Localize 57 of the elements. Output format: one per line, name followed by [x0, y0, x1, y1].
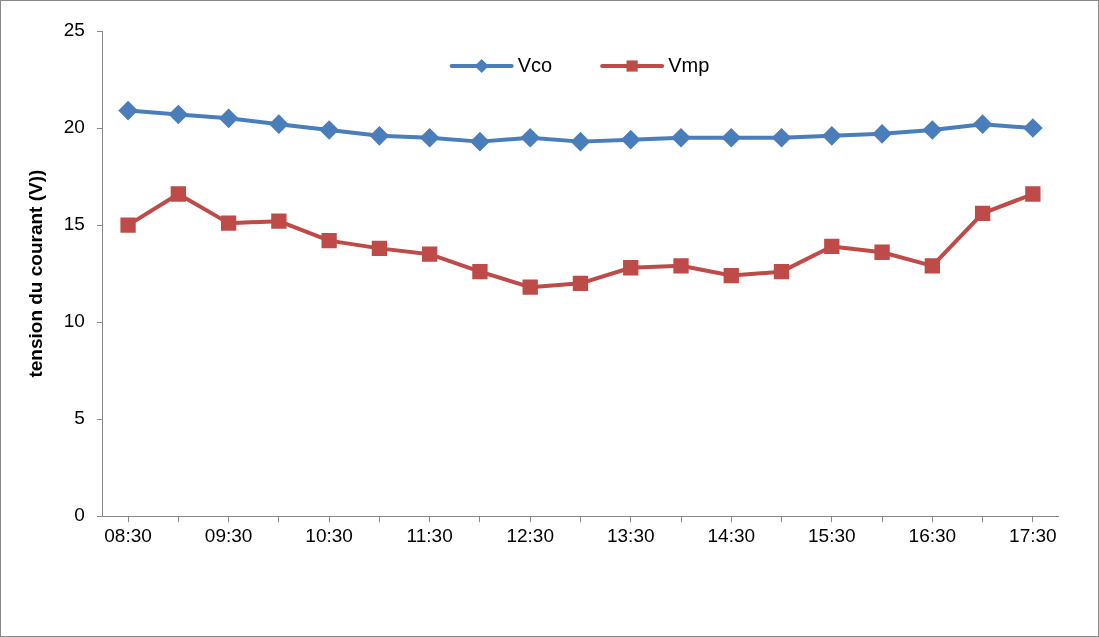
y-tick-label: 20 [63, 116, 85, 138]
x-tick-label: 08:30 [104, 524, 152, 546]
point [874, 244, 890, 260]
point [572, 275, 589, 291]
point [522, 279, 538, 295]
point [271, 213, 287, 229]
y-tick-label: 10 [63, 310, 85, 332]
point [673, 258, 689, 274]
y-tick-label: 15 [63, 213, 85, 235]
point [1023, 119, 1042, 138]
point [924, 258, 940, 274]
point [120, 217, 136, 233]
point [219, 109, 238, 128]
x-tick-label: 13:30 [606, 524, 655, 546]
point [571, 132, 590, 151]
point [824, 238, 840, 255]
point [822, 126, 841, 145]
point [1025, 186, 1041, 202]
point [370, 126, 389, 145]
x-tick-label: 09:30 [204, 524, 253, 546]
x-tick-label: 15:30 [808, 524, 856, 546]
y-tick-label: 5 [74, 407, 85, 429]
point [472, 264, 488, 280]
point [672, 128, 690, 147]
x-tick-label: 12:30 [506, 524, 554, 546]
point [321, 232, 337, 249]
point [371, 240, 388, 257]
point [169, 105, 188, 124]
point [470, 132, 489, 151]
point [974, 205, 991, 222]
point [170, 186, 186, 202]
point [422, 246, 438, 262]
y-axis-title: tension du courant (V)) [24, 169, 46, 378]
x-tick-label: 16:30 [908, 524, 957, 546]
point [521, 128, 540, 147]
point [220, 215, 237, 231]
y-tick-label: 0 [74, 504, 85, 526]
x-tick-label: 10:30 [305, 524, 353, 546]
point [773, 264, 790, 280]
point [420, 128, 439, 147]
x-tick-label: 11:30 [406, 524, 453, 546]
y-tick-label: 25 [63, 19, 85, 41]
point [923, 120, 942, 139]
point [772, 128, 791, 147]
point [873, 124, 892, 143]
point [320, 120, 339, 139]
point [722, 128, 741, 147]
point [723, 267, 739, 284]
point [623, 260, 639, 276]
point [973, 115, 992, 134]
legend-label: Vco [517, 53, 553, 76]
point [621, 130, 640, 149]
x-tick-label: 17:30 [1009, 524, 1057, 546]
x-tick-label: 14:30 [707, 524, 756, 546]
legend-label: Vmp [668, 53, 710, 76]
point [119, 101, 138, 120]
point [269, 115, 288, 134]
